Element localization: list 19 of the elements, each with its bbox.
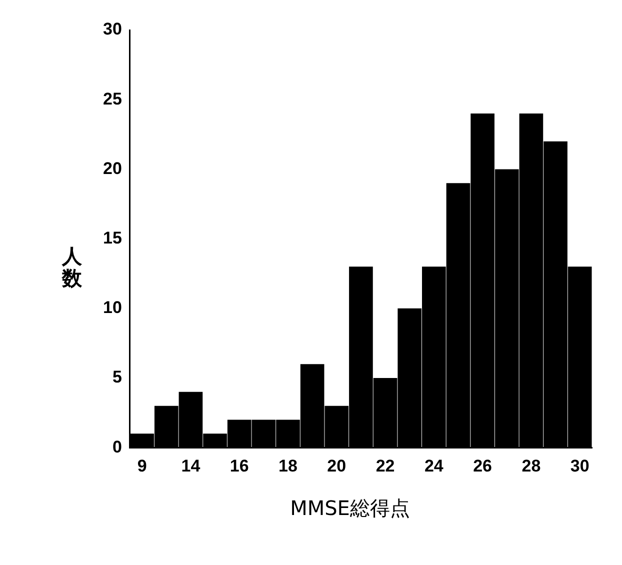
y-tick-label: 10 xyxy=(102,298,122,318)
x-tick-label: 26 xyxy=(473,456,492,476)
x-tick-label: 28 xyxy=(522,456,541,476)
x-tick-label: 9 xyxy=(137,456,147,476)
y-tick-label: 5 xyxy=(112,368,122,387)
y-tick-label: 20 xyxy=(102,158,122,178)
x-tick-label: 24 xyxy=(424,456,444,476)
y-tick-label: 15 xyxy=(102,228,122,248)
x-tick-label: 18 xyxy=(278,456,298,476)
y-axis-title: 人数 xyxy=(60,244,83,290)
x-tick-label: 20 xyxy=(327,456,346,476)
x-axis-title: MMSE総得点 xyxy=(289,495,411,522)
x-tick-label: 14 xyxy=(181,456,201,476)
y-tick-label: 0 xyxy=(112,437,122,456)
x-tick-label: 22 xyxy=(376,456,395,476)
x-tick-label: 16 xyxy=(230,456,249,476)
y-tick-label: 25 xyxy=(102,89,122,108)
x-tick-label: 30 xyxy=(570,456,590,476)
y-tick-label: 30 xyxy=(102,20,122,39)
